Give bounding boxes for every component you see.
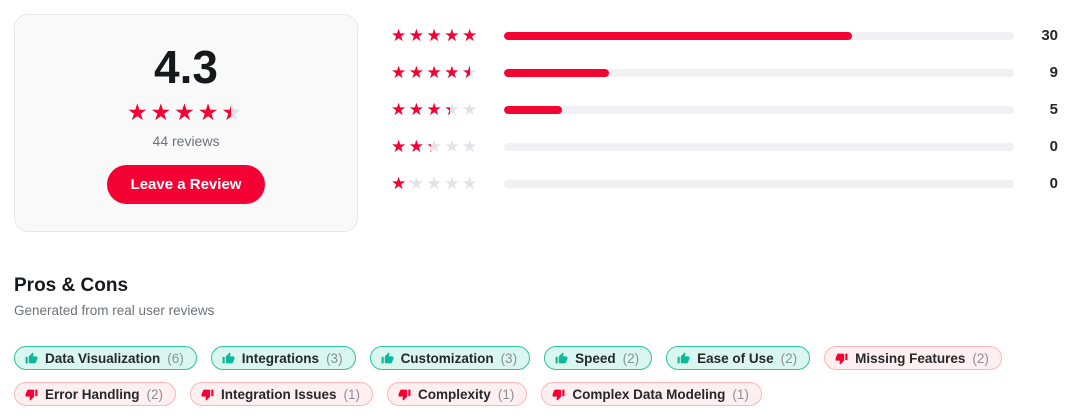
rating-row-stars: ★★★★★ ★★★★★ bbox=[391, 64, 490, 81]
tag-count: (2) bbox=[972, 350, 989, 366]
rating-bar bbox=[504, 142, 1014, 151]
star-icons-empty: ★★★★★ bbox=[126, 99, 246, 126]
rating-bar bbox=[504, 179, 1014, 188]
rating-row-5-star: ★★★★★ ★★★★★ 30 bbox=[391, 17, 1058, 54]
rating-score: 4.3 bbox=[154, 40, 218, 93]
thumbs-up-icon bbox=[381, 352, 394, 363]
rating-count: 5 bbox=[1049, 101, 1058, 118]
reviews-summary-section: 4.3 ★★★★★ ★★★★★ 44 reviews Leave a Revie… bbox=[14, 14, 1058, 232]
rating-row-stars: ★★★★★ ★★★★★ bbox=[391, 138, 490, 155]
tag-count: (2) bbox=[780, 350, 798, 366]
rating-count: 30 bbox=[1041, 27, 1058, 44]
pros-cons-title: Pros & Cons bbox=[14, 275, 129, 296]
tag-complexity[interactable]: Complexity (1) bbox=[387, 382, 528, 406]
tag-count: (1) bbox=[497, 386, 515, 402]
star-icons-empty: ★★★★★ bbox=[391, 26, 480, 45]
tag-data-visualization[interactable]: Data Visualization (6) bbox=[14, 346, 197, 370]
pros-cons-section: Pros & Cons Generated from real user rev… bbox=[0, 275, 1072, 406]
rating-bar bbox=[504, 31, 1014, 40]
rating-count: 9 bbox=[1049, 64, 1058, 81]
rating-bar-fill bbox=[504, 68, 609, 77]
rating-bar-fill bbox=[504, 31, 852, 40]
thumbs-up-icon bbox=[555, 352, 568, 363]
rating-row-stars: ★★★★★ ★★★★★ bbox=[391, 175, 490, 192]
tag-integration-issues[interactable]: Integration Issues (1) bbox=[190, 382, 374, 406]
tag-label: Error Handling bbox=[45, 386, 140, 402]
rating-row-4-star: ★★★★★ ★★★★★ 9 bbox=[391, 54, 1058, 91]
rating-bar bbox=[504, 68, 1014, 77]
rating-bar bbox=[504, 105, 1014, 114]
thumbs-up-icon bbox=[677, 352, 690, 363]
tags-row-1: Data Visualization (6) Integrations (3) … bbox=[14, 346, 1058, 370]
tag-label: Customization bbox=[400, 350, 494, 366]
star-icons-filled: ★★★★★ bbox=[391, 138, 431, 155]
thumbs-up-icon bbox=[222, 352, 235, 363]
rating-count: 0 bbox=[1049, 138, 1058, 155]
tag-count: (3) bbox=[500, 350, 518, 366]
tag-count: (2) bbox=[146, 386, 164, 402]
tag-count: (6) bbox=[167, 350, 184, 366]
thumbs-up-icon bbox=[25, 352, 38, 363]
rating-row-stars: ★★★★★ ★★★★★ bbox=[391, 101, 490, 118]
rating-count: 0 bbox=[1049, 175, 1058, 192]
pros-cons-subtitle: Generated from real user reviews bbox=[14, 303, 215, 318]
star-icons-filled: ★★★★★ bbox=[391, 27, 480, 44]
leave-review-button[interactable]: Leave a Review bbox=[106, 165, 266, 205]
tag-label: Complex Data Modeling bbox=[572, 386, 726, 402]
tag-label: Complexity bbox=[418, 386, 491, 402]
star-icons-filled: ★★★★★ bbox=[126, 101, 231, 125]
tag-customization[interactable]: Customization (3) bbox=[369, 346, 531, 370]
rating-row-1-star: ★★★★★ ★★★★★ 0 bbox=[391, 165, 1058, 202]
tag-complex-data-modeling[interactable]: Complex Data Modeling (1) bbox=[541, 382, 762, 406]
tag-speed[interactable]: Speed (2) bbox=[544, 346, 653, 370]
star-icons-empty: ★★★★★ bbox=[391, 174, 480, 193]
tag-label: Missing Features bbox=[855, 350, 966, 366]
star-icons-empty: ★★★★★ bbox=[391, 100, 480, 119]
tag-label: Speed bbox=[575, 350, 616, 366]
star-icons-empty: ★★★★★ bbox=[391, 137, 480, 156]
tag-count: (1) bbox=[732, 386, 749, 402]
review-count-label: 44 reviews bbox=[152, 133, 220, 150]
tag-missing-features[interactable]: Missing Features (2) bbox=[824, 346, 1002, 370]
rating-row-2-star: ★★★★★ ★★★★★ 0 bbox=[391, 128, 1058, 165]
rating-summary-card: 4.3 ★★★★★ ★★★★★ 44 reviews Leave a Revie… bbox=[14, 14, 358, 232]
tag-count: (3) bbox=[326, 350, 343, 366]
thumbs-down-icon bbox=[835, 353, 848, 364]
thumbs-down-icon bbox=[201, 389, 214, 400]
tag-label: Data Visualization bbox=[45, 350, 161, 366]
tags-row-2: Error Handling (2) Integration Issues (1… bbox=[14, 382, 1058, 406]
rating-distribution: ★★★★★ ★★★★★ 30 ★★★★★ ★★★★★ 9 ★★★★★ ★★★★★ bbox=[391, 14, 1058, 202]
tag-label: Ease of Use bbox=[697, 350, 774, 366]
thumbs-down-icon bbox=[552, 389, 565, 400]
tag-error-handling[interactable]: Error Handling (2) bbox=[14, 382, 177, 406]
thumbs-down-icon bbox=[398, 389, 411, 400]
tag-ease-of-use[interactable]: Ease of Use (2) bbox=[666, 346, 811, 370]
rating-row-stars: ★★★★★ ★★★★★ bbox=[391, 27, 490, 44]
tag-label: Integrations bbox=[241, 350, 320, 366]
star-icons-filled: ★★★★★ bbox=[391, 101, 450, 118]
tag-label: Integration Issues bbox=[221, 386, 337, 402]
tag-integrations[interactable]: Integrations (3) bbox=[210, 346, 356, 370]
tag-count: (1) bbox=[343, 386, 361, 402]
rating-row-3-star: ★★★★★ ★★★★★ 5 bbox=[391, 91, 1058, 128]
star-icons-empty: ★★★★★ bbox=[391, 63, 480, 82]
rating-bar-fill bbox=[504, 105, 563, 114]
tag-count: (2) bbox=[622, 350, 640, 366]
star-icons-filled: ★★★★★ bbox=[391, 64, 470, 81]
rating-stars: ★★★★★ ★★★★★ bbox=[127, 101, 245, 124]
thumbs-down-icon bbox=[25, 389, 38, 400]
star-icons-filled: ★★★★★ bbox=[391, 175, 411, 192]
